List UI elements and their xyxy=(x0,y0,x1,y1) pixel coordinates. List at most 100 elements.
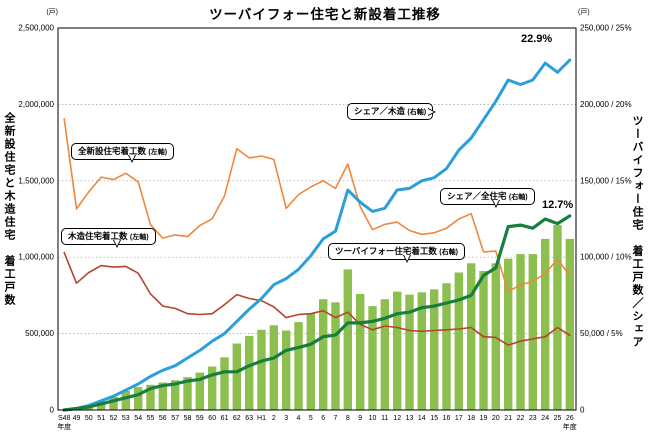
bar-2x4-starts xyxy=(121,390,130,410)
right-axis-unit: (戸) xyxy=(578,8,590,16)
chart-title: ツーバイフォー住宅と新設着工推移 xyxy=(209,7,441,22)
x-tick-label: 4 xyxy=(297,415,301,422)
x-tick-label: 56 xyxy=(159,415,167,422)
bar-2x4-starts xyxy=(97,401,106,410)
bar-2x4-starts xyxy=(343,269,352,410)
x-tick-label: 7 xyxy=(334,415,338,422)
x-tick-label: S48 xyxy=(58,415,71,422)
left-y-tick-label: 1,000,000 xyxy=(18,253,54,262)
left-y-tick-label: 1,500,000 xyxy=(18,176,54,185)
x-tick-label: 19 xyxy=(480,415,488,422)
bar-2x4-starts xyxy=(504,258,513,410)
left-y-tick-label: 500,000 xyxy=(25,329,54,338)
callout-2x4-starts-axis: (右軸) xyxy=(439,249,458,256)
x-tick-label: 18 xyxy=(467,415,475,422)
x-tick-label: 5 xyxy=(309,415,313,422)
x-tick-label: 61 xyxy=(221,415,229,422)
x-tick-label: 49 xyxy=(73,415,81,422)
x-tick-label: 9 xyxy=(358,415,362,422)
plot-border xyxy=(57,27,577,411)
latest-share-wooden-value: 22.9% xyxy=(521,33,553,45)
callout-share-wooden: シェア／木造 (右軸) xyxy=(347,103,434,121)
bar-2x4-starts xyxy=(306,313,315,410)
x-tick-label: 13 xyxy=(406,415,414,422)
x-tick-label: 55 xyxy=(147,415,155,422)
bar-2x4-starts xyxy=(380,299,389,410)
bar-2x4-starts xyxy=(528,254,537,410)
x-tick-label: 51 xyxy=(97,415,105,422)
line-share-total xyxy=(62,214,572,412)
callout-share-total-axis: (右軸) xyxy=(508,194,528,201)
x-tick-label: 6 xyxy=(321,415,325,422)
bar-2x4-starts xyxy=(479,271,488,410)
bar-2x4-starts xyxy=(393,291,402,410)
x-tick-label: 57 xyxy=(171,415,179,422)
right-axis-title: ツーバイフォー住宅 着工戸数／シェア xyxy=(631,115,643,349)
x-tick-label: 60 xyxy=(208,415,216,422)
x-tick-label: H1 xyxy=(257,415,266,422)
right-y-tick-label: 0 xyxy=(580,406,585,415)
bar-2x4-starts xyxy=(442,283,451,410)
bar-2x4-starts xyxy=(516,254,525,410)
x-tick-label: 14 xyxy=(418,415,426,422)
bar-2x4-starts xyxy=(331,302,340,410)
bar-2x4-starts xyxy=(109,396,118,410)
left-y-tick-label: 2,000,000 xyxy=(18,100,54,109)
x-tick-label: 17 xyxy=(455,415,463,422)
bar-2x4-starts xyxy=(146,384,155,410)
x-tick-label: 11 xyxy=(381,415,388,422)
bar-2x4-starts xyxy=(467,263,476,410)
callout-total-starts-axis: (左軸) xyxy=(148,149,168,156)
x-tick-label: 3 xyxy=(284,415,288,422)
line-wooden xyxy=(63,251,571,346)
x-tick-label: 24 xyxy=(541,415,549,422)
bar-2x4-starts xyxy=(553,225,562,410)
bar-2x4-starts xyxy=(405,294,414,410)
x-tick-label: 12 xyxy=(393,415,401,422)
left-y-tick-label: 2,500,000 xyxy=(18,24,54,33)
left-axis-unit: (戸) xyxy=(46,8,58,16)
x-tick-label: 22 xyxy=(517,415,525,422)
bar-2x4-starts xyxy=(171,380,180,410)
bar-2x4-starts xyxy=(282,330,291,410)
bar-2x4-starts xyxy=(158,382,167,410)
bar-2x4-starts xyxy=(565,238,574,410)
bar-2x4-starts xyxy=(417,292,426,410)
bar-2x4-starts xyxy=(232,343,241,410)
x-tick-label: 59 xyxy=(196,415,204,422)
left-axis-title: 全新設住宅と木造住宅 着工戸数 xyxy=(3,112,15,307)
callout-share-wooden-axis: (右軸) xyxy=(407,109,427,116)
x-axis-unit-right: 年度 xyxy=(563,422,577,431)
right-y-tick-label: 50,000 / 5% xyxy=(580,329,623,338)
x-tick-label: 23 xyxy=(529,415,537,422)
bar-2x4-starts xyxy=(294,322,303,410)
callout-share-total: シェア／全住宅 (右軸) xyxy=(440,188,535,209)
x-tick-label: 58 xyxy=(184,415,192,422)
callout-share-wooden-label: シェア／木造 xyxy=(354,106,406,116)
x-tick-label: 15 xyxy=(430,415,438,422)
bar-2x4-starts xyxy=(245,335,254,410)
x-tick-label: 53 xyxy=(122,415,130,422)
x-tick-label: 21 xyxy=(504,415,512,422)
x-tick-label: 52 xyxy=(110,415,118,422)
bar-2x4-starts xyxy=(183,377,192,410)
bar-2x4-starts xyxy=(319,299,328,410)
x-tick-label: 8 xyxy=(346,415,350,422)
callout-wooden-starts: 木造住宅着工数 (左軸) xyxy=(61,228,156,249)
left-y-tick-label: 0 xyxy=(50,406,55,415)
x-axis-unit-left: 年度 xyxy=(57,422,71,431)
line-share-wooden xyxy=(62,58,572,412)
line-total xyxy=(63,118,571,293)
callout-total-starts: 全新設住宅着工数 (左軸) xyxy=(71,143,175,164)
x-tick-label: 63 xyxy=(245,415,253,422)
right-y-tick-label: 250,000 / 25% xyxy=(580,24,632,33)
bar-2x4-starts xyxy=(208,366,217,410)
bar-2x4-starts xyxy=(220,357,229,410)
bar-2x4-starts xyxy=(454,272,463,410)
callout-wooden-starts-axis: (左軸) xyxy=(129,234,149,241)
bar-2x4-starts xyxy=(368,306,377,410)
bar-2x4-starts xyxy=(257,329,266,410)
bar-2x4-starts xyxy=(269,325,278,410)
